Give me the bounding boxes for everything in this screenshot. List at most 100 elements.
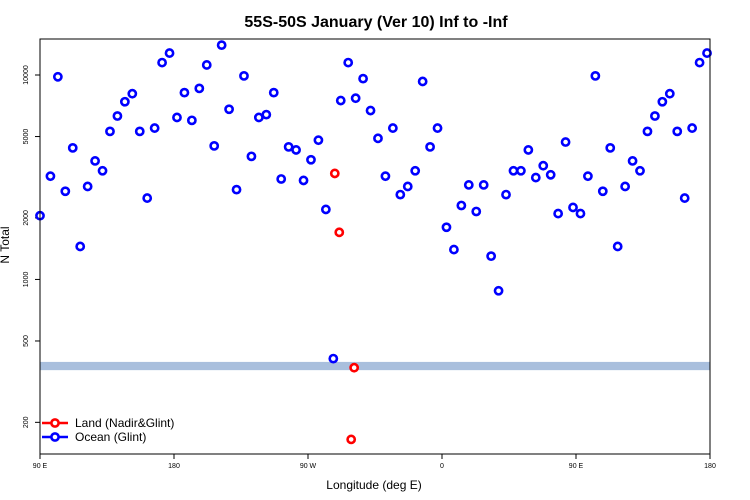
data-point (402, 181, 413, 192)
data-point (186, 115, 197, 126)
x-tick-label: 90 W (300, 463, 317, 470)
data-point (127, 88, 138, 99)
data-point (627, 156, 638, 166)
data-point (486, 251, 497, 262)
x-axis-label: Longitude (deg E) (326, 478, 421, 492)
data-point (246, 151, 257, 162)
data-point (67, 142, 78, 153)
data-point (560, 137, 571, 147)
x-tick-label: 180 (168, 463, 180, 470)
data-point (142, 193, 153, 203)
chart-title: 55S-50S January (Ver 10) Inf to -Inf (244, 14, 508, 31)
y-tick-label: 2000 (23, 210, 30, 226)
x-tick-label: 180 (704, 463, 716, 470)
data-point (441, 222, 452, 233)
data-point (650, 111, 660, 121)
data-point (119, 96, 130, 107)
data-point (425, 141, 435, 152)
data-point (463, 180, 474, 190)
data-point (538, 160, 549, 171)
data-point (620, 181, 631, 192)
data-point (568, 202, 578, 213)
data-point (149, 123, 160, 133)
data-point (553, 208, 564, 219)
data-point (456, 200, 467, 211)
data-point (179, 87, 190, 98)
data-point (298, 175, 309, 186)
data-point (75, 241, 86, 252)
legend-label: Land (Nadir&Glint) (75, 416, 174, 430)
data-point (508, 165, 519, 176)
data-point (642, 126, 653, 137)
y-axis-label: N Total (0, 226, 12, 263)
data-point (350, 93, 361, 104)
series-ocean-glint- (35, 40, 712, 364)
data-point (672, 126, 683, 137)
data-point (583, 171, 593, 182)
data-point (605, 142, 616, 153)
plot-frame (39, 38, 711, 455)
data-point (224, 104, 234, 115)
data-point (575, 208, 586, 219)
data-point (105, 126, 115, 137)
x-tick-label: 90 E (33, 463, 48, 470)
data-point (268, 87, 279, 98)
data-point (664, 88, 675, 99)
data-point (82, 181, 93, 192)
data-point (60, 186, 71, 197)
data-point (478, 180, 489, 190)
data-point (291, 145, 301, 155)
highlight-band (40, 361, 710, 371)
legend-marker (50, 418, 60, 428)
data-point (194, 83, 205, 94)
data-point (657, 96, 668, 107)
axis-ticks: 90 E 180 90 W 0 90 E 180 200 500 1000 2000 5000 100… (23, 65, 716, 470)
data-point (334, 227, 345, 238)
data-point (523, 145, 534, 155)
data-point (410, 165, 421, 176)
data-point (216, 40, 227, 51)
data-point (417, 76, 428, 87)
data-point (679, 193, 690, 203)
data-point (493, 285, 504, 296)
data-point (395, 189, 406, 200)
y-tick-label: 10000 (23, 65, 30, 85)
data-point (349, 362, 360, 373)
y-tick-label: 200 (23, 416, 30, 428)
x-tick-label: 0 (440, 463, 444, 470)
data-point (516, 165, 526, 176)
data-point (328, 353, 339, 364)
data-point (320, 204, 331, 215)
data-point (358, 73, 368, 84)
data-point (702, 48, 712, 58)
data-point (209, 140, 220, 151)
data-point (380, 171, 391, 182)
data-point (501, 189, 511, 200)
data-point (346, 434, 357, 445)
data-point (597, 186, 608, 197)
data-point (335, 95, 346, 106)
data-point (172, 112, 182, 123)
data-point (590, 70, 601, 81)
data-point (283, 141, 294, 152)
data-point (306, 154, 316, 165)
y-tick-label: 500 (23, 335, 30, 347)
data-point (253, 112, 264, 123)
data-point (687, 123, 698, 133)
data-point (239, 70, 249, 81)
data-point (329, 168, 340, 179)
data-point (134, 126, 145, 137)
series-land-nadir-glint- (329, 168, 360, 445)
data-point (276, 174, 287, 184)
data-point (635, 165, 645, 176)
data-point (449, 244, 459, 255)
data-point (694, 57, 705, 68)
data-point (432, 123, 443, 133)
data-point (387, 123, 398, 133)
y-tick-label: 1000 (23, 272, 30, 288)
data-point (530, 172, 541, 183)
x-tick-label: 90 E (569, 463, 584, 470)
data-point (373, 133, 383, 144)
data-point (231, 184, 242, 195)
data-point (52, 71, 63, 82)
